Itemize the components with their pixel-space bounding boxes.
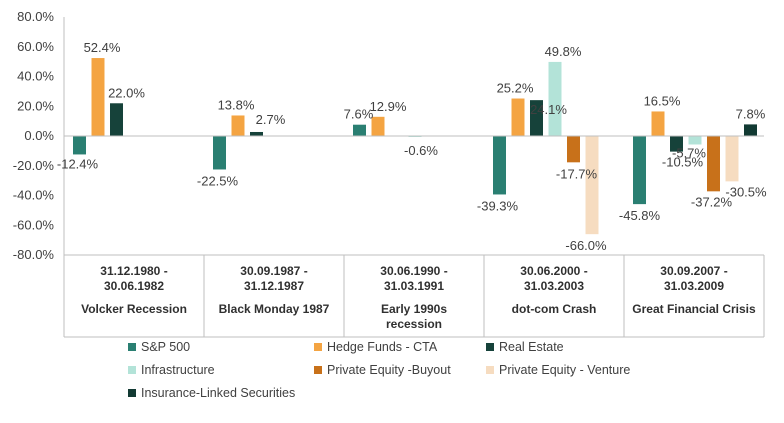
y-tick-label: 60.0% (17, 39, 54, 54)
data-label: 49.8% (545, 44, 582, 59)
legend-item: Infrastructure (128, 363, 215, 377)
legend-label: Private Equity -Buyout (327, 363, 451, 377)
bar-4-3 (567, 136, 580, 163)
bar-2-1 (250, 131, 263, 136)
legend-item: Real Estate (486, 340, 564, 354)
data-label: 7.8% (736, 106, 766, 121)
data-label: -37.2% (691, 194, 733, 209)
category-name: dot-com Crash (512, 302, 597, 316)
data-label: 2.7% (256, 112, 286, 127)
y-tick-label: 0.0% (24, 128, 54, 143)
data-label: 7.6% (344, 107, 374, 122)
data-label: -0.6% (404, 143, 438, 158)
bar-6-4 (744, 124, 757, 136)
data-label: 24.1% (530, 102, 567, 117)
category-date-start: 31.12.1980 - (100, 264, 167, 278)
category-date-start: 30.09.1987 - (240, 264, 307, 278)
bar-1-0 (91, 58, 105, 136)
data-label: 25.2% (497, 81, 534, 96)
category-date-start: 30.09.2007 - (660, 264, 727, 278)
category-name: Volcker Recession (81, 302, 187, 316)
category-date-end: 30.06.1982 (104, 279, 164, 293)
y-tick-label: -20.0% (13, 158, 55, 173)
data-label: -5.7% (672, 145, 706, 160)
y-tick-label: -80.0% (13, 247, 55, 262)
legend-swatch (486, 343, 494, 351)
bar-5-4 (725, 136, 739, 182)
category-date-end: 31.03.1991 (384, 279, 444, 293)
category-date-end: 31.03.2003 (524, 279, 584, 293)
data-label: -10.5% (662, 155, 704, 170)
bar-1-4 (651, 111, 665, 136)
legend-swatch (486, 366, 494, 374)
data-label: -39.3% (477, 198, 519, 213)
legend-label: Infrastructure (141, 363, 215, 377)
bar-2-4 (670, 136, 683, 152)
category-name: Black Monday 1987 (219, 302, 330, 316)
legend-item: Private Equity -Buyout (314, 363, 451, 377)
data-label: 16.5% (644, 93, 681, 108)
data-label: 22.0% (108, 85, 145, 100)
category-name: recession (386, 317, 442, 331)
category-name: Great Financial Crisis (632, 302, 756, 316)
bar-0-0 (73, 136, 86, 155)
y-tick-label: 80.0% (17, 9, 54, 24)
data-label: 13.8% (218, 97, 255, 112)
legend-swatch (128, 343, 136, 351)
data-label: -45.8% (619, 208, 661, 223)
bar-2-0 (110, 103, 123, 136)
legend-label: Hedge Funds - CTA (327, 340, 438, 354)
data-label: 52.4% (84, 40, 121, 55)
bar-0-4 (633, 136, 646, 205)
bar-2-3 (530, 100, 543, 136)
data-label: -66.0% (565, 238, 607, 253)
bar-1-3 (511, 98, 525, 136)
data-label: -17.7% (556, 166, 598, 181)
legend-item: Private Equity - Venture (486, 363, 630, 377)
category-date-end: 31.03.2009 (664, 279, 724, 293)
legend-label: S&P 500 (141, 340, 191, 354)
legend-swatch (128, 389, 136, 397)
y-tick-label: -40.0% (13, 188, 55, 203)
y-tick-label: -60.0% (13, 217, 55, 232)
bar-0-3 (493, 136, 506, 195)
data-label: -12.4% (57, 156, 99, 171)
bar-0-2 (353, 124, 366, 136)
bar-4-4 (707, 136, 720, 192)
category-date-end: 31.12.1987 (244, 279, 304, 293)
legend-swatch (314, 366, 322, 374)
legend-item: S&P 500 (128, 340, 190, 354)
category-date-start: 30.06.1990 - (380, 264, 447, 278)
bar-5-3 (585, 136, 599, 235)
legend-label: Private Equity - Venture (499, 363, 631, 377)
y-tick-label: 40.0% (17, 69, 54, 84)
bar-1-1 (231, 115, 245, 136)
bar-0-1 (213, 136, 226, 170)
bar-1-2 (371, 116, 385, 136)
legend-label: Insurance-Linked Securities (141, 386, 296, 400)
bar-3-4 (688, 136, 702, 145)
category-name: Early 1990s (381, 302, 447, 316)
legend-item: Hedge Funds - CTA (314, 340, 437, 354)
data-label: -22.5% (197, 173, 239, 188)
category-date-start: 30.06.2000 - (520, 264, 587, 278)
y-tick-label: 20.0% (17, 98, 54, 113)
legend-label: Real Estate (499, 340, 564, 354)
bar-3-3 (548, 61, 562, 136)
legend-item: Insurance-Linked Securities (128, 386, 295, 400)
data-label: -30.5% (725, 184, 767, 199)
data-label: 12.9% (370, 99, 407, 114)
legend-swatch (314, 343, 322, 351)
legend-swatch (128, 366, 136, 374)
